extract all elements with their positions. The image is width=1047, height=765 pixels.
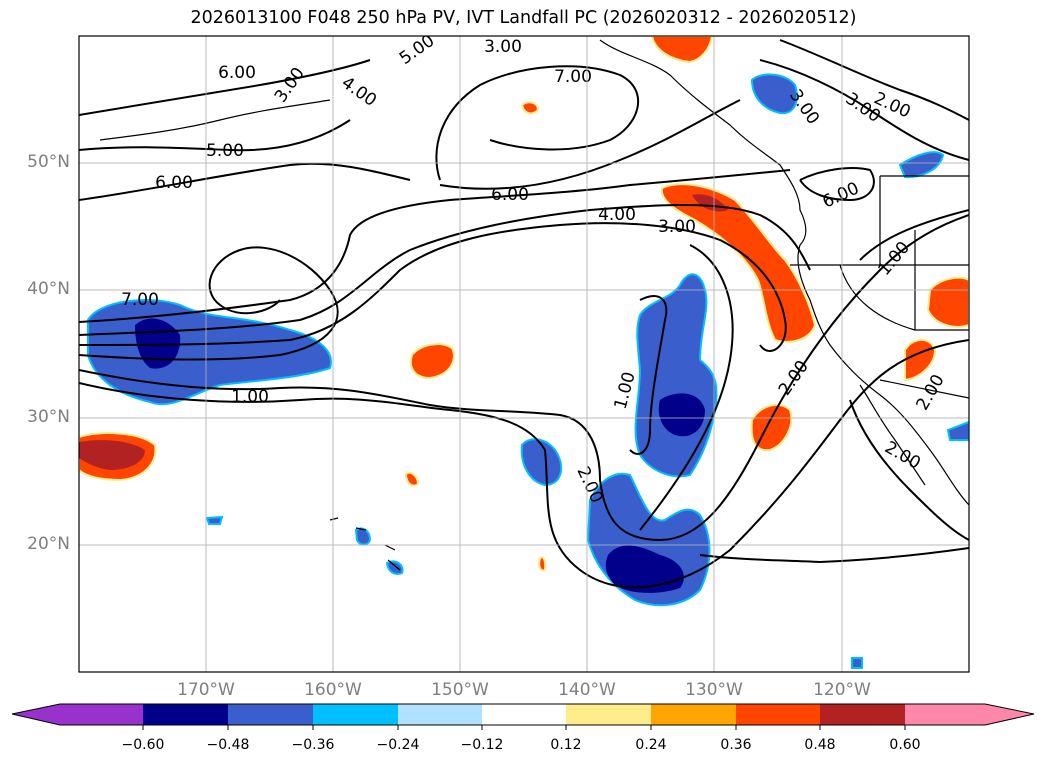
neg-anomaly-small-2 [205,515,224,525]
colorbar-tick-label: −0.24 [376,737,420,753]
colorbar-tick-label: 0.12 [550,737,582,753]
neg-anomaly-east-pacific-north-core [658,393,705,437]
colorbar-extend-low [12,704,143,725]
hawaii-islands [329,517,401,571]
neg-anomaly-small-3 [851,657,863,669]
lat-label-30n: 30°N [27,407,70,427]
contour-15 [779,39,969,121]
neg-anomaly-gulf-alaska [750,73,798,115]
contour-label: 3.00 [484,37,522,57]
contour-1 [79,214,969,542]
contour-label: 6.00 [155,173,193,193]
colorbar-tick-label: −0.60 [121,737,165,753]
contour-11 [439,99,741,190]
colorbar-bin-1 [143,704,228,725]
colorbar-tick-label: 0.48 [804,737,836,753]
contour-13 [639,244,734,531]
contour-14 [759,59,969,161]
contour-6 [79,169,791,323]
lat-label-20n: 20°N [27,534,70,554]
coastlines [99,39,969,571]
figure-title: 2026013100 F048 250 hPa PV, IVT Landfall… [190,8,857,28]
lon-label-170w: 170°W [177,680,235,700]
contour-label: 7.00 [121,290,159,310]
colorbar-bin-7 [651,704,736,725]
colorbar-tick-label: −0.36 [291,737,335,753]
contour-4 [79,222,787,352]
colorbar-bin-6 [566,704,651,725]
contour-10 [435,65,639,181]
border-states-4 [839,264,916,331]
pos-anomaly-dateline-core [79,440,145,470]
neg-anomaly-east-pacific-south-core [605,545,684,593]
pos-anomaly-central [410,343,455,380]
coast-aleutians [99,99,331,141]
pos-anomaly-alaska [650,36,714,64]
pc-shading-positive [79,36,969,572]
neg-anomaly-baja [946,420,969,441]
pos-anomaly-small-b [404,471,420,487]
pos-anomaly-small-c [538,556,547,572]
contour-5 [79,204,811,336]
map-frame [78,35,970,673]
contour-18 [849,399,969,541]
neg-anomaly-hawaii-small [354,527,372,546]
contour-16 [799,167,875,202]
colorbar-outline [11,703,1035,726]
contour-label: 4.00 [598,205,636,225]
colorbar-tick-label: 0.36 [720,737,752,753]
lat-label-50n: 50°N [27,152,70,172]
contour-8 [79,119,351,152]
lon-label-120w: 120°W [813,680,871,700]
colorbar-bin-4 [398,704,482,725]
pos-anomaly-small-a [520,101,540,115]
contour-label: 6.00 [218,63,256,83]
lon-label-160w: 160°W [304,680,362,700]
lon-label-140w: 140°W [558,680,616,700]
border-us-mexico [879,379,969,399]
lat-label-40n: 40°N [27,279,70,299]
coast-baja [859,384,926,486]
lon-label-130w: 130°W [685,680,743,700]
colorbar-bin-5 [482,704,566,725]
contour-7 [79,162,411,201]
neg-anomaly-small-1 [385,560,404,575]
contour-17 [859,209,969,261]
colorbar [11,703,1035,730]
colorbar-tick-label: −0.12 [460,737,504,753]
pos-anomaly-southwest-us [926,276,969,328]
colorbar-bin-2 [228,704,313,725]
contour-19 [699,547,969,564]
contour-12 [629,295,668,455]
lon-label-150w: 150°W [431,680,489,700]
colorbar-extend-high [905,704,1034,725]
pos-anomaly-atmospheric-river [660,183,817,343]
contour-3 [79,246,339,361]
neg-anomaly-mid-pacific [520,438,563,487]
colorbar-bin-3 [313,704,398,725]
colorbar-tick-label: 0.60 [889,737,921,753]
colorbar-bin-9 [820,704,905,725]
pv-contours [79,39,969,589]
contour-label: 1.00 [231,387,269,407]
gridlines [79,36,969,672]
colorbar-tick-label: 0.24 [635,737,667,753]
contour-label: 7.00 [554,67,592,87]
contour-label: 5.00 [206,141,244,161]
contour-label: 3.00 [658,217,696,237]
contour-2 [79,339,969,589]
contour-9 [79,59,371,116]
colorbar-bin-8 [736,704,820,725]
coast-alaska [599,39,969,506]
colorbar-tick-label: −0.48 [206,737,250,753]
contour-label: 6.00 [491,185,529,205]
